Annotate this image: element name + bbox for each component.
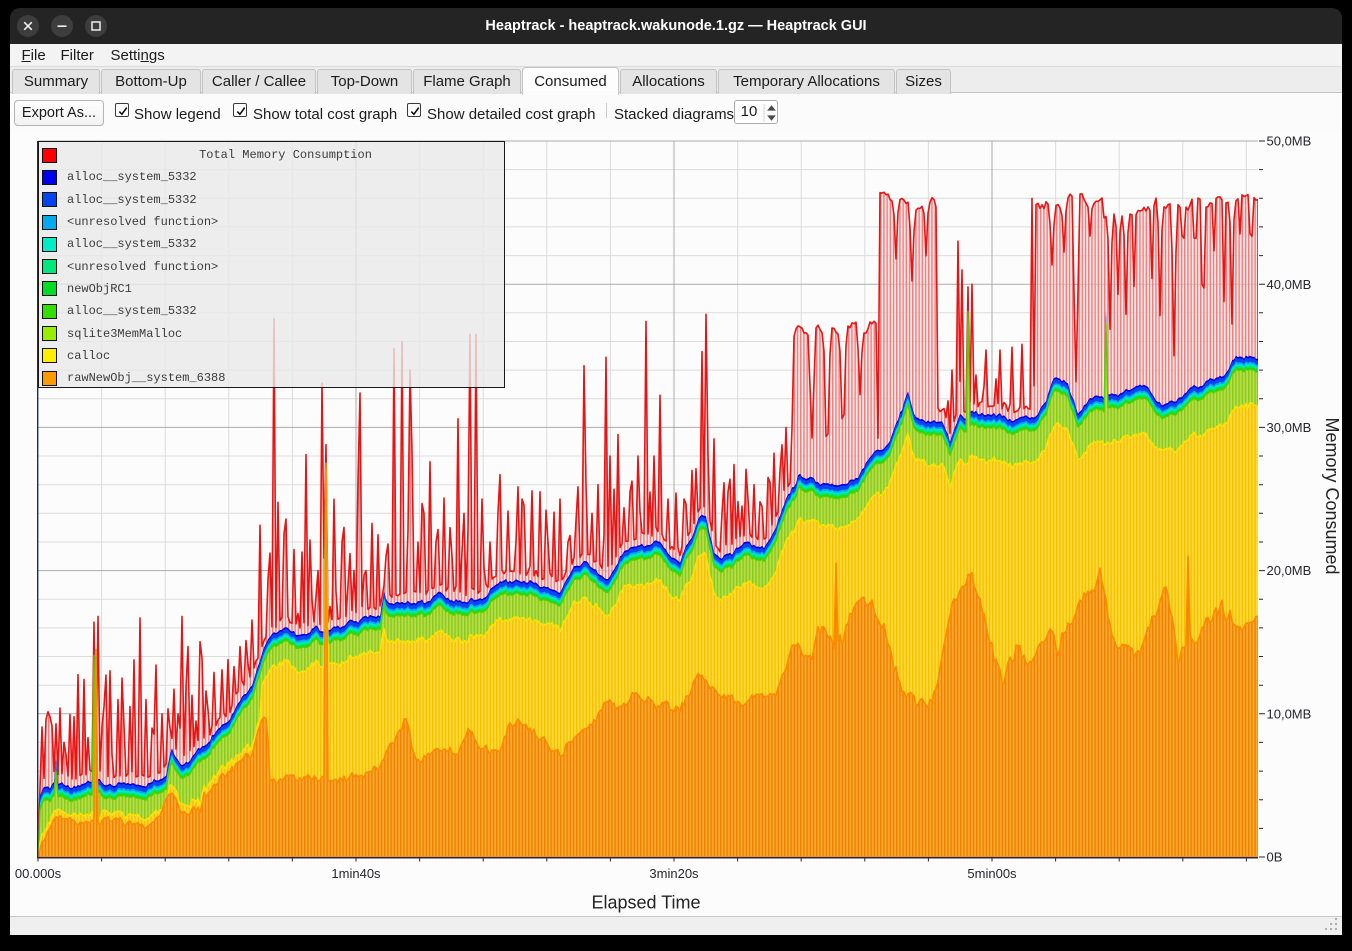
svg-text:Memory Consumed: Memory Consumed — [1322, 417, 1342, 574]
svg-text:0B: 0B — [1267, 850, 1283, 865]
svg-text:30,0MB: 30,0MB — [1267, 420, 1312, 435]
svg-text:Elapsed Time: Elapsed Time — [591, 893, 700, 913]
svg-text:1min40s: 1min40s — [331, 866, 381, 881]
svg-text:00.000s: 00.000s — [15, 866, 62, 881]
svg-text:20,0MB: 20,0MB — [1267, 563, 1312, 578]
svg-text:10,0MB: 10,0MB — [1267, 706, 1312, 721]
svg-text:5min00s: 5min00s — [967, 866, 1017, 881]
svg-text:3min20s: 3min20s — [649, 866, 699, 881]
svg-text:40,0MB: 40,0MB — [1267, 277, 1312, 292]
svg-text:50,0MB: 50,0MB — [1267, 134, 1312, 149]
